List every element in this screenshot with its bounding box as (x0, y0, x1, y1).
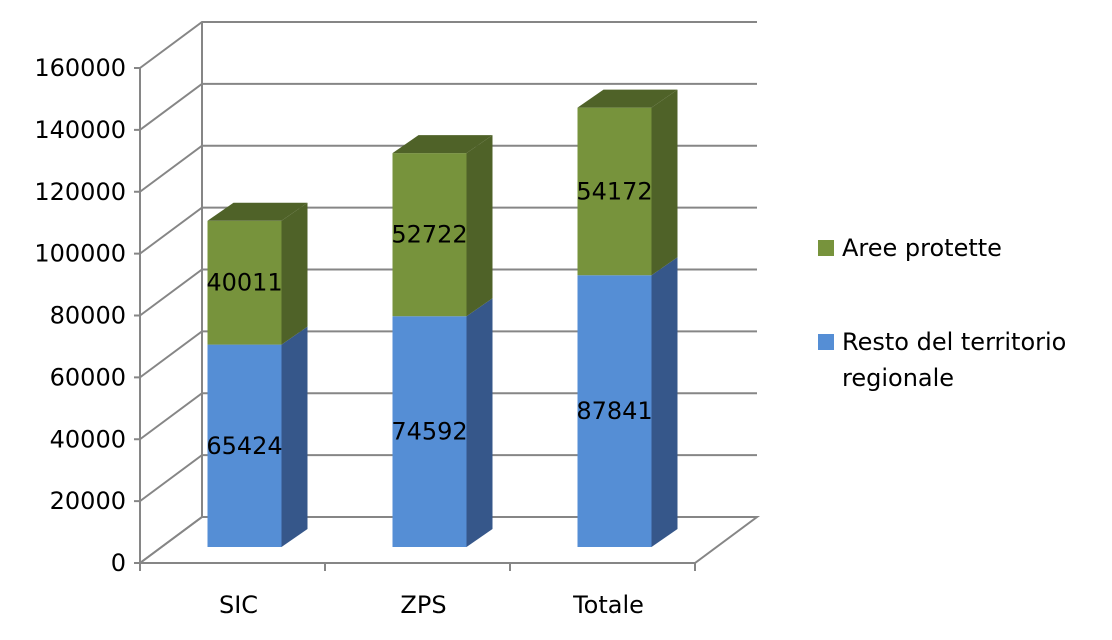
y-tick-label: 140000 (34, 116, 126, 144)
gridline (139, 206, 757, 255)
bar-side (281, 202, 308, 345)
data-label: 52722 (391, 221, 467, 249)
gridlines (139, 21, 757, 564)
x-category-label: Totale (572, 591, 644, 619)
data-label: 65424 (206, 432, 282, 460)
gridline (139, 330, 757, 379)
gridline (139, 454, 757, 502)
gridline (139, 392, 757, 441)
legend-label: Resto del territorio (842, 328, 1066, 356)
y-tick-label: 0 (111, 549, 126, 577)
legend-label: regionale (842, 364, 954, 392)
bar-side (466, 135, 493, 317)
x-axis-categories: SIC ZPS Totale (219, 591, 644, 619)
bar-side (466, 298, 493, 547)
gridline (139, 144, 757, 193)
bars (207, 89, 678, 547)
bar-segment (577, 107, 652, 276)
y-axis-ticks: 0 20000 40000 60000 80000 100000 120000 140000 1… (34, 54, 140, 577)
data-label: 87841 (576, 397, 652, 425)
y-tick-label: 160000 (34, 54, 126, 82)
bar-segment (207, 220, 282, 345)
data-label: 74592 (391, 418, 467, 446)
bar-side (651, 257, 678, 547)
y-tick-label: 100000 (34, 240, 126, 268)
legend-swatch (818, 334, 834, 350)
gridline (139, 516, 757, 564)
gridline (139, 21, 757, 69)
y-tick-label: 20000 (50, 487, 126, 515)
bar-segment (577, 275, 652, 547)
x-category-label: SIC (219, 591, 258, 619)
legend-swatch (818, 240, 834, 256)
x-category-label: ZPS (400, 591, 446, 619)
bar-segment (207, 344, 282, 547)
data-labels: 65424 40011 74592 52722 87841 54172 (206, 177, 652, 459)
gridline (139, 268, 757, 317)
legend-item: Resto del territorio regionale (818, 328, 1066, 392)
data-label: 54172 (576, 177, 652, 205)
data-label: 40011 (206, 269, 282, 297)
y-tick-label: 40000 (50, 425, 126, 453)
y-tick-label: 60000 (50, 363, 126, 391)
bar-top (392, 135, 493, 154)
legend-label: Aree protette (842, 234, 1002, 262)
bar-segment (392, 316, 467, 547)
bar-top (577, 89, 678, 108)
bar-side (651, 89, 678, 276)
bar-top (207, 202, 308, 221)
legend: Aree protette Resto del territorio regiona… (818, 234, 1066, 392)
legend-item: Aree protette (818, 234, 1002, 262)
bar-segment (392, 153, 467, 317)
bar-side (281, 326, 308, 547)
gridline (139, 82, 757, 131)
y-tick-label: 80000 (50, 302, 126, 330)
y-tick-label: 120000 (34, 178, 126, 206)
